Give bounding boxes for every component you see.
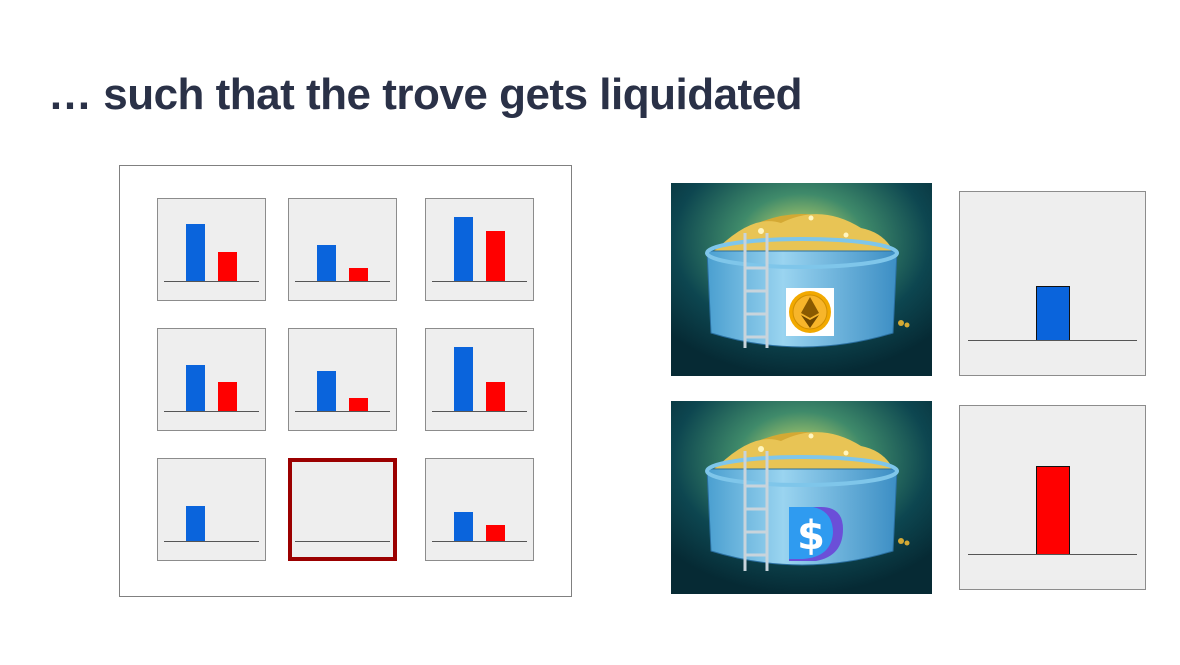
debt-bar [349,268,368,281]
trove-cell [425,328,534,431]
collateral-bar [317,245,336,281]
trove-cell [425,458,534,561]
pool-balance-baseline [968,340,1137,341]
trove-baseline [164,411,259,412]
collateral-bar [454,347,473,411]
trove-baseline [164,281,259,282]
lusd-pool-illustration: $ [671,401,932,594]
pool-balance-baseline [968,554,1137,555]
trove-cell [157,328,266,431]
collateral-bar [317,371,336,411]
trove-cell [425,198,534,301]
pool-balance-lusd-chart [959,405,1146,590]
trove-cell [157,458,266,561]
trove-baseline [295,411,390,412]
trove-baseline [432,411,527,412]
trove-cell [288,198,397,301]
trove-baseline [295,541,390,542]
debt-bar [218,382,237,411]
trove-baseline [432,281,527,282]
pool-balance-eth-chart [959,191,1146,376]
troves-grid [119,165,572,597]
collateral-bar [186,365,205,411]
ethereum-icon [786,288,834,336]
debt-bar [218,252,237,281]
trove-baseline [432,541,527,542]
trove-cell-liquidated [288,458,397,561]
trove-cell [288,328,397,431]
slide-title: … such that the trove gets liquidated [48,70,803,119]
trove-cell [157,198,266,301]
eth-pool-illustration [671,183,932,376]
stability-pool-lusd-image: $ [671,401,932,594]
pool-balance-lusd-bar [1036,466,1070,555]
collateral-bar [186,506,205,541]
stability-pool-eth-image [671,183,932,376]
pool-balance-eth-bar [1036,286,1070,341]
collateral-bar [454,217,473,281]
debt-bar [349,398,368,411]
trove-baseline [164,541,259,542]
collateral-bar [454,512,473,541]
trove-baseline [295,281,390,282]
debt-bar [486,231,505,281]
debt-bar [486,382,505,411]
collateral-bar [186,224,205,281]
lusd-dollar-icon: $ [789,507,843,561]
svg-text:$: $ [797,513,825,559]
debt-bar [486,525,505,541]
